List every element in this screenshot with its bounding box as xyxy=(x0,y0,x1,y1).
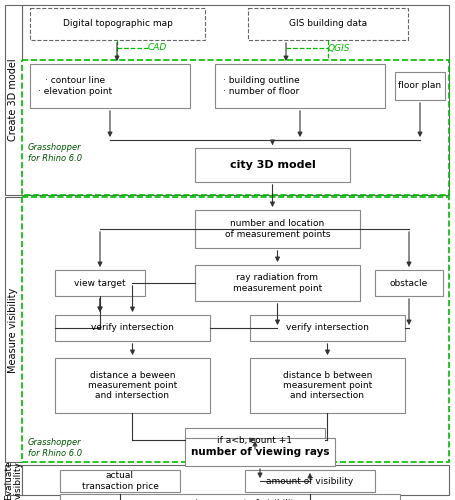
Text: · contour line
· elevation point: · contour line · elevation point xyxy=(38,76,112,96)
Bar xyxy=(185,428,324,452)
Text: distance a beween
measurement point
and intersection: distance a beween measurement point and … xyxy=(88,370,177,400)
Bar xyxy=(55,358,210,413)
Text: if a<b, count +1: if a<b, count +1 xyxy=(217,436,292,444)
Bar xyxy=(195,265,359,301)
Text: Grasshopper
for Rhino 6.0: Grasshopper for Rhino 6.0 xyxy=(28,438,82,458)
Bar xyxy=(249,358,404,413)
Bar xyxy=(195,210,359,248)
Bar xyxy=(60,470,180,492)
Bar xyxy=(195,148,349,182)
Bar xyxy=(55,315,210,341)
Bar xyxy=(249,315,404,341)
Bar xyxy=(394,72,444,100)
Text: ray radiation from
measurement point: ray radiation from measurement point xyxy=(233,274,321,292)
Text: Create 3D model: Create 3D model xyxy=(9,58,19,142)
Text: obstacle: obstacle xyxy=(389,278,427,287)
Bar xyxy=(22,60,448,195)
Text: number of viewing rays: number of viewing rays xyxy=(190,447,329,457)
Bar xyxy=(244,470,374,492)
Bar xyxy=(60,494,399,500)
Text: distance b between
measurement point
and intersection: distance b between measurement point and… xyxy=(282,370,371,400)
Bar xyxy=(22,5,448,195)
Text: view target: view target xyxy=(74,278,126,287)
Bar xyxy=(5,5,22,195)
Text: Grasshopper
for Rhino 6.0: Grasshopper for Rhino 6.0 xyxy=(28,144,82,163)
Text: QGIS: QGIS xyxy=(327,44,350,52)
Text: Measure visibility: Measure visibility xyxy=(9,288,19,372)
Text: number and location
of measurement points: number and location of measurement point… xyxy=(224,220,329,238)
Text: floor plan: floor plan xyxy=(398,82,440,90)
Text: Evaluate
visibility: Evaluate visibility xyxy=(4,460,23,500)
Bar xyxy=(214,64,384,108)
Bar xyxy=(30,8,205,40)
Bar xyxy=(5,465,22,495)
Bar xyxy=(185,438,334,466)
Text: Digital topographic map: Digital topographic map xyxy=(62,20,172,28)
Text: actual
transaction price: actual transaction price xyxy=(81,472,158,490)
Bar xyxy=(22,197,448,462)
Text: CAD: CAD xyxy=(148,44,167,52)
Bar xyxy=(30,64,190,108)
Text: amount of visibility: amount of visibility xyxy=(266,476,353,486)
Bar xyxy=(55,270,145,296)
Text: city 3D model: city 3D model xyxy=(229,160,315,170)
Text: GIS building data: GIS building data xyxy=(288,20,366,28)
Text: verify intersection: verify intersection xyxy=(285,324,368,332)
Bar xyxy=(5,197,22,462)
Text: · building outline
· number of floor: · building outline · number of floor xyxy=(222,76,299,96)
Bar xyxy=(374,270,442,296)
Text: verify intersection: verify intersection xyxy=(91,324,173,332)
Bar xyxy=(248,8,407,40)
Bar xyxy=(22,465,448,495)
